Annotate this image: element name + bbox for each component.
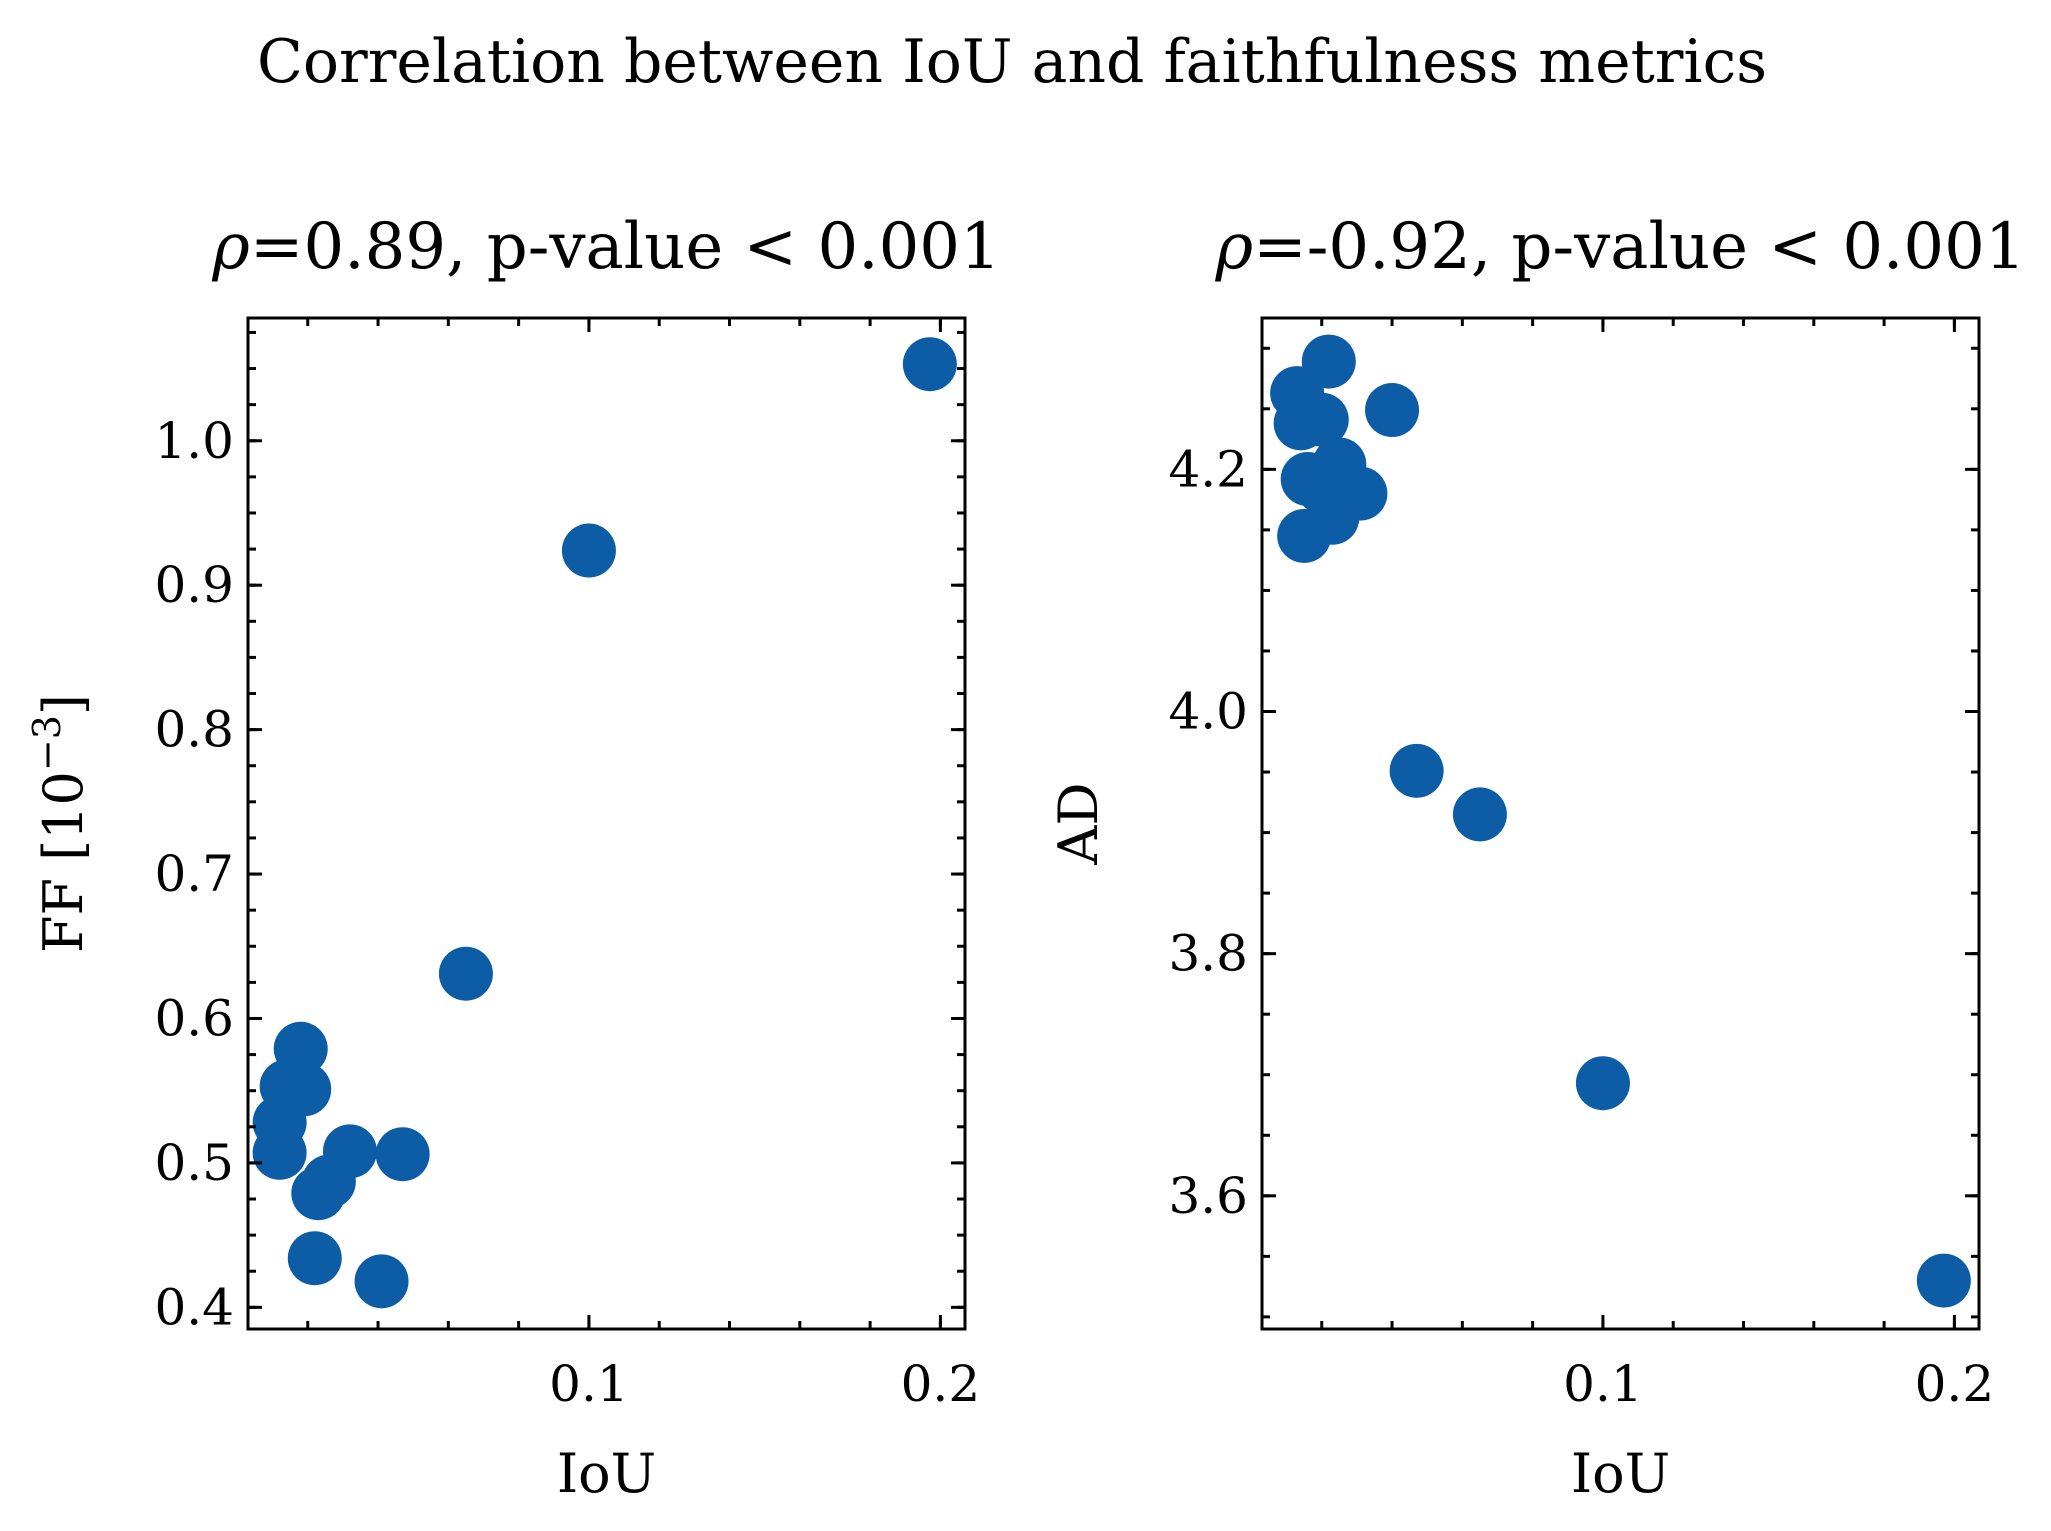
- right-scatter-plot: ρ=-0.92, p-value < 0.001 0.1 0.2 3.6 3.8 4.0 4…: [1047, 210, 2026, 1505]
- left-y-label-close: ]: [32, 694, 95, 715]
- left-y-label-exponent: −3: [25, 715, 69, 771]
- right-data-point-4: [1294, 392, 1349, 447]
- right-y-label-base: AD: [1047, 782, 1110, 865]
- right-title-rho: ρ: [1214, 210, 1253, 284]
- left-y-axis-label: FF [10−3]: [25, 694, 95, 953]
- right-title-stats: =-0.92, p-value < 0.001: [1253, 210, 2025, 284]
- right-data-point-12: [1452, 787, 1507, 842]
- left-data-point-0: [902, 337, 957, 392]
- left-title-rho: ρ: [211, 210, 250, 284]
- left-y-tick-label: 0.7: [154, 845, 234, 903]
- right-data-point-13: [1575, 1056, 1630, 1111]
- left-data-point-13: [354, 1254, 409, 1309]
- left-x-axis-label: IoU: [557, 1442, 656, 1505]
- left-scatter-plot: ρ=0.89, p-value < 0.001 0.1 0.2 0.4 0.5 0.6 0.…: [25, 210, 1001, 1505]
- left-data-point-7: [252, 1125, 307, 1180]
- right-x-tick-label: 0.2: [1915, 1355, 1995, 1413]
- left-y-tick-label: 1.0: [154, 412, 234, 470]
- left-y-label-base: FF [10: [32, 771, 95, 953]
- right-y-tick-label: 3.8: [1168, 925, 1248, 983]
- left-data-point-1: [561, 523, 616, 578]
- right-plot-title: ρ=-0.92, p-value < 0.001: [1214, 210, 2025, 284]
- left-title-stats: =0.89, p-value < 0.001: [250, 210, 1001, 284]
- right-data-point-11: [1389, 743, 1444, 798]
- right-y-axis-label: AD: [1047, 782, 1110, 865]
- right-x-tick-label: 0.1: [1563, 1355, 1643, 1413]
- right-plot-frame: [1260, 316, 1981, 1331]
- right-data-point-10: [1277, 508, 1332, 563]
- right-y-tick-label: 3.6: [1168, 1167, 1248, 1225]
- left-plot-frame: [246, 316, 967, 1331]
- left-data-point-9: [375, 1127, 430, 1182]
- left-plot-title: ρ=0.89, p-value < 0.001: [211, 210, 1000, 284]
- left-data-point-12: [287, 1231, 342, 1286]
- right-y-tick-label: 4.0: [1168, 683, 1248, 741]
- left-x-tick-label: 0.1: [549, 1355, 629, 1413]
- right-data-point-14: [1916, 1253, 1971, 1308]
- right-data-point-1: [1301, 334, 1356, 389]
- left-data-point-11: [291, 1166, 346, 1221]
- left-y-tick-label: 0.8: [154, 701, 234, 759]
- left-y-tick-label: 0.5: [154, 1134, 234, 1192]
- right-x-axis-label: IoU: [1571, 1442, 1670, 1505]
- figure-suptitle: Correlation between IoU and faithfulness…: [257, 27, 1767, 97]
- left-y-tick-label: 0.9: [154, 556, 234, 614]
- right-y-tick-label: 4.2: [1168, 440, 1248, 498]
- left-data-point-2: [438, 946, 493, 1001]
- right-data-point-2: [1365, 383, 1420, 438]
- left-x-tick-label: 0.2: [901, 1355, 981, 1413]
- left-y-tick-label: 0.6: [154, 989, 234, 1047]
- left-y-tick-label: 0.4: [154, 1278, 234, 1336]
